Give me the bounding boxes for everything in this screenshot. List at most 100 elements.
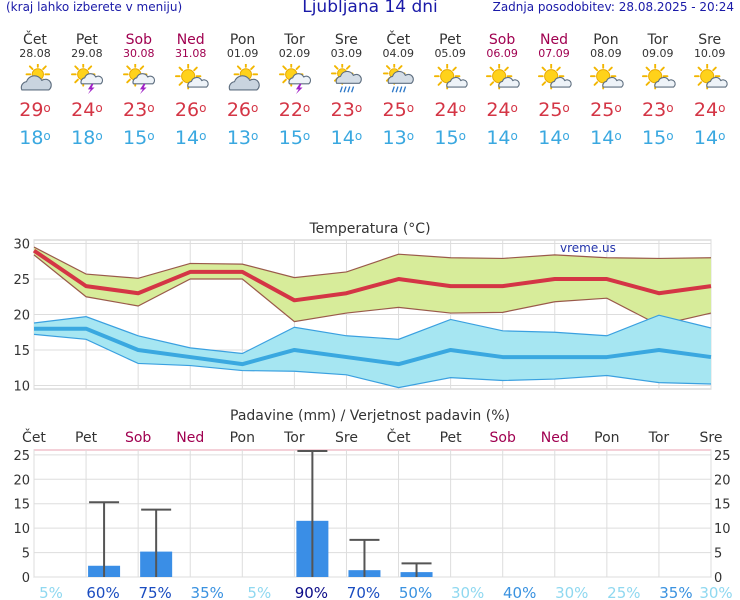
day-date: 05.09 [434,47,466,60]
precipitation-probability: 30% [451,584,484,600]
max-temperature: 24o [434,99,466,121]
max-temperature: 29o [19,99,51,121]
day-name: Tor [647,32,669,48]
day-column: Pon 08.09 25o 14o [580,32,632,149]
max-temperature: 24o [486,99,518,121]
x-tick-label: Sob [125,430,151,446]
day-column: Sre 10.09 24o 14o [684,32,736,149]
day-name: Ned [540,32,568,48]
max-temperature: 23o [642,99,674,121]
day-name: Sre [334,32,358,48]
x-tick-label: Pet [75,430,98,446]
min-temperature: 15o [642,127,674,149]
min-temperature: 18o [71,127,103,149]
min-temperature: 15o [123,127,155,149]
day-column: Pet 05.09 24o 15o [424,32,476,149]
precipitation-probability: 90% [295,584,328,600]
chart-title: Padavine (mm) / Verjetnost padavin (%) [230,408,510,424]
day-column: Tor 02.09 22o 15o [269,32,321,149]
day-name: Čet [386,32,411,48]
day-date: 06.09 [486,47,518,60]
temperature-chart: Temperatura (°C) 10 15 20 25 30 vreme.us [13,221,712,392]
sun-small-cloud-icon [589,64,624,90]
day-column: Pon 01.09 26o 13o [217,32,269,149]
y-tick-label: 15 [13,344,30,359]
x-tick-label: Pon [594,430,619,446]
watermark: vreme.us [560,241,616,255]
max-temperature: 26o [226,99,259,121]
sun-small-cloud-icon [641,64,676,90]
sun-small-cloud-icon [434,64,468,90]
x-tick-label: Ned [541,430,569,446]
precipitation-probability: 70% [347,584,380,600]
precipitation-probability: 75% [138,584,171,600]
y-tick-label-right: 0 [714,571,722,586]
sun-small-cloud-icon [174,64,209,90]
daily-forecast-strip: Čet 28.08 29o 18o Pet 29.08 24o 18o Sob 30.08 23o 1… [13,32,737,172]
day-name: Sob [488,32,516,48]
y-tick-label: 25 [13,273,30,288]
day-column: Pet 29.08 24o 18o [61,32,113,149]
precipitation-probability: 25% [607,584,640,600]
max-temperature: 24o [693,99,726,121]
min-temperature: 14o [330,127,363,149]
sun-cloud-thunder-icon [70,64,103,95]
x-tick-label: Čet [387,428,411,446]
y-tick-label: 20 [13,309,30,324]
y-tick-label-left: 15 [13,498,30,513]
day-date: 31.08 [174,47,207,60]
x-tick-label: Tor [283,430,305,446]
day-column: Sob 06.09 24o 14o [476,32,528,149]
x-tick-label: Sre [335,430,358,446]
min-temperature: 15o [278,127,311,149]
precipitation-probability: 50% [399,584,432,600]
day-name: Pet [75,32,98,48]
page-title: Ljubljana 14 dni [302,0,438,17]
min-temperature: 14o [693,127,726,149]
day-date: 02.09 [278,47,311,60]
min-temperature-line [34,326,712,367]
day-date: 03.09 [330,47,363,60]
max-temperature: 25o [590,99,622,121]
day-date: 29.08 [71,47,103,60]
day-date: 09.09 [642,47,674,60]
min-temperature: 13o [382,127,415,149]
day-column: Čet 28.08 29o 18o [9,32,61,149]
max-temperature: 25o [382,99,415,121]
y-tick-label-left: 0 [22,571,30,586]
chart-title: Temperatura (°C) [308,221,430,237]
day-name: Sob [125,32,152,48]
day-date: 04.09 [382,47,415,60]
max-temperature: 24o [71,99,103,121]
partly-cloudy-icon [228,64,260,91]
location-hint: (kraj lahko izberete v meniju) [6,0,183,14]
day-column: Sre 03.09 23o 14o [320,32,372,149]
day-name: Tor [284,32,305,48]
min-temperature-band-upper-edge [33,314,712,355]
sun-cloud-thunder-icon [278,64,311,95]
y-tick-label-right: 5 [714,547,722,562]
min-temperature: 15o [434,127,466,149]
y-tick-label: 30 [13,238,30,253]
max-temperature: 23o [123,99,155,121]
day-column: Tor 09.09 23o 15o [632,32,684,149]
day-column: Ned 07.09 25o 14o [528,32,580,149]
last-update: Zadnja posodobitev: 28.08.2025 - 20:24 [492,0,734,14]
day-name: Ned [176,32,205,48]
sun-small-cloud-icon [486,64,520,90]
day-date: 28.08 [19,47,51,60]
partly-cloudy-icon [20,64,52,91]
precipitation-chart: Padavine (mm) / Verjetnost padavin (%) Če… [13,408,732,600]
max-temperature-band-lower-edge [33,254,712,326]
max-temperature: 23o [330,99,363,121]
y-tick-label-left: 20 [13,473,30,488]
x-tick-label: Sre [700,430,723,446]
precipitation-probability: 40% [503,584,536,600]
x-tick-label: Ned [176,430,204,446]
day-name: Pet [439,32,462,48]
precipitation-probability: 30% [699,584,732,600]
day-column: Čet 04.09 25o 13o [372,32,424,149]
day-name: Sre [698,32,722,48]
sun-small-cloud-icon [537,64,572,90]
precipitation-probability: 35% [659,584,692,600]
